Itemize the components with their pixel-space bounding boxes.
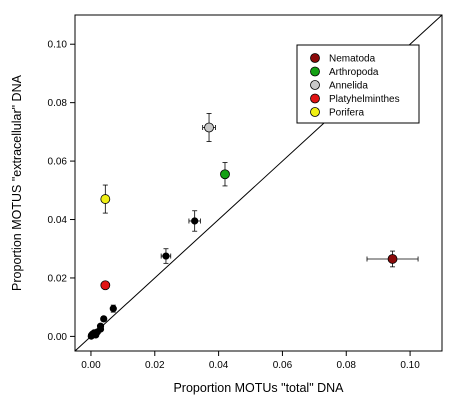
y-tick-label: 0.02 [48, 273, 68, 284]
y-tick-label: 0.06 [48, 157, 68, 168]
data-point-group [100, 280, 111, 291]
legend-marker [310, 53, 320, 63]
legend-label: Porifera [329, 108, 364, 119]
legend-marker [310, 80, 320, 90]
legend-label: Nematoda [329, 54, 376, 65]
data-point-group [366, 250, 419, 268]
x-axis-title: Proportion MOTUs "total" DNA [173, 381, 344, 395]
data-point [100, 315, 108, 323]
data-point [162, 252, 170, 260]
x-tick-label: 0.00 [81, 360, 101, 371]
legend: Nematoda Arthropoda Annelida Platyhelminthe… [296, 44, 420, 124]
data-point-group [92, 331, 100, 339]
legend-label: Platyhelminthes [329, 94, 400, 105]
legend-label: Arthropoda [329, 67, 379, 78]
y-tick-label: 0.00 [48, 332, 68, 343]
legend-marker [310, 66, 320, 77]
axis-ticks: 0.00 0.02 0.04 0.06 0.08 0.10 0.00 0.02 0.04 0.06… [48, 40, 421, 371]
y-tick-label: 0.10 [48, 40, 68, 51]
y-tick-label: 0.04 [48, 215, 68, 226]
data-point-group [109, 304, 117, 313]
highlighted-point [387, 254, 398, 264]
data-point-group [202, 113, 216, 142]
data-point-group [100, 184, 111, 214]
legend-marker [310, 93, 320, 104]
data-points [87, 113, 419, 340]
highlighted-point [204, 122, 214, 133]
data-point-group [160, 248, 172, 264]
highlighted-point [100, 194, 111, 204]
x-tick-label: 0.10 [400, 360, 420, 371]
data-point [109, 305, 117, 313]
data-point [92, 331, 100, 339]
plot-frame [74, 14, 443, 352]
highlighted-point [100, 280, 111, 291]
legend-marker [310, 107, 320, 117]
x-tick-label: 0.06 [273, 360, 293, 371]
data-point [191, 217, 199, 225]
data-point-group [220, 162, 230, 187]
legend-label: Annelida [329, 81, 368, 92]
x-tick-label: 0.02 [145, 360, 165, 371]
highlighted-point [220, 169, 230, 180]
y-axis-title: Proportion MOTUS "extracellular" DNA [10, 74, 24, 291]
y-tick-label: 0.08 [48, 98, 68, 109]
data-point-group [188, 210, 201, 232]
x-tick-label: 0.08 [337, 360, 357, 371]
x-tick-label: 0.04 [209, 360, 229, 371]
data-point-group [100, 315, 108, 323]
